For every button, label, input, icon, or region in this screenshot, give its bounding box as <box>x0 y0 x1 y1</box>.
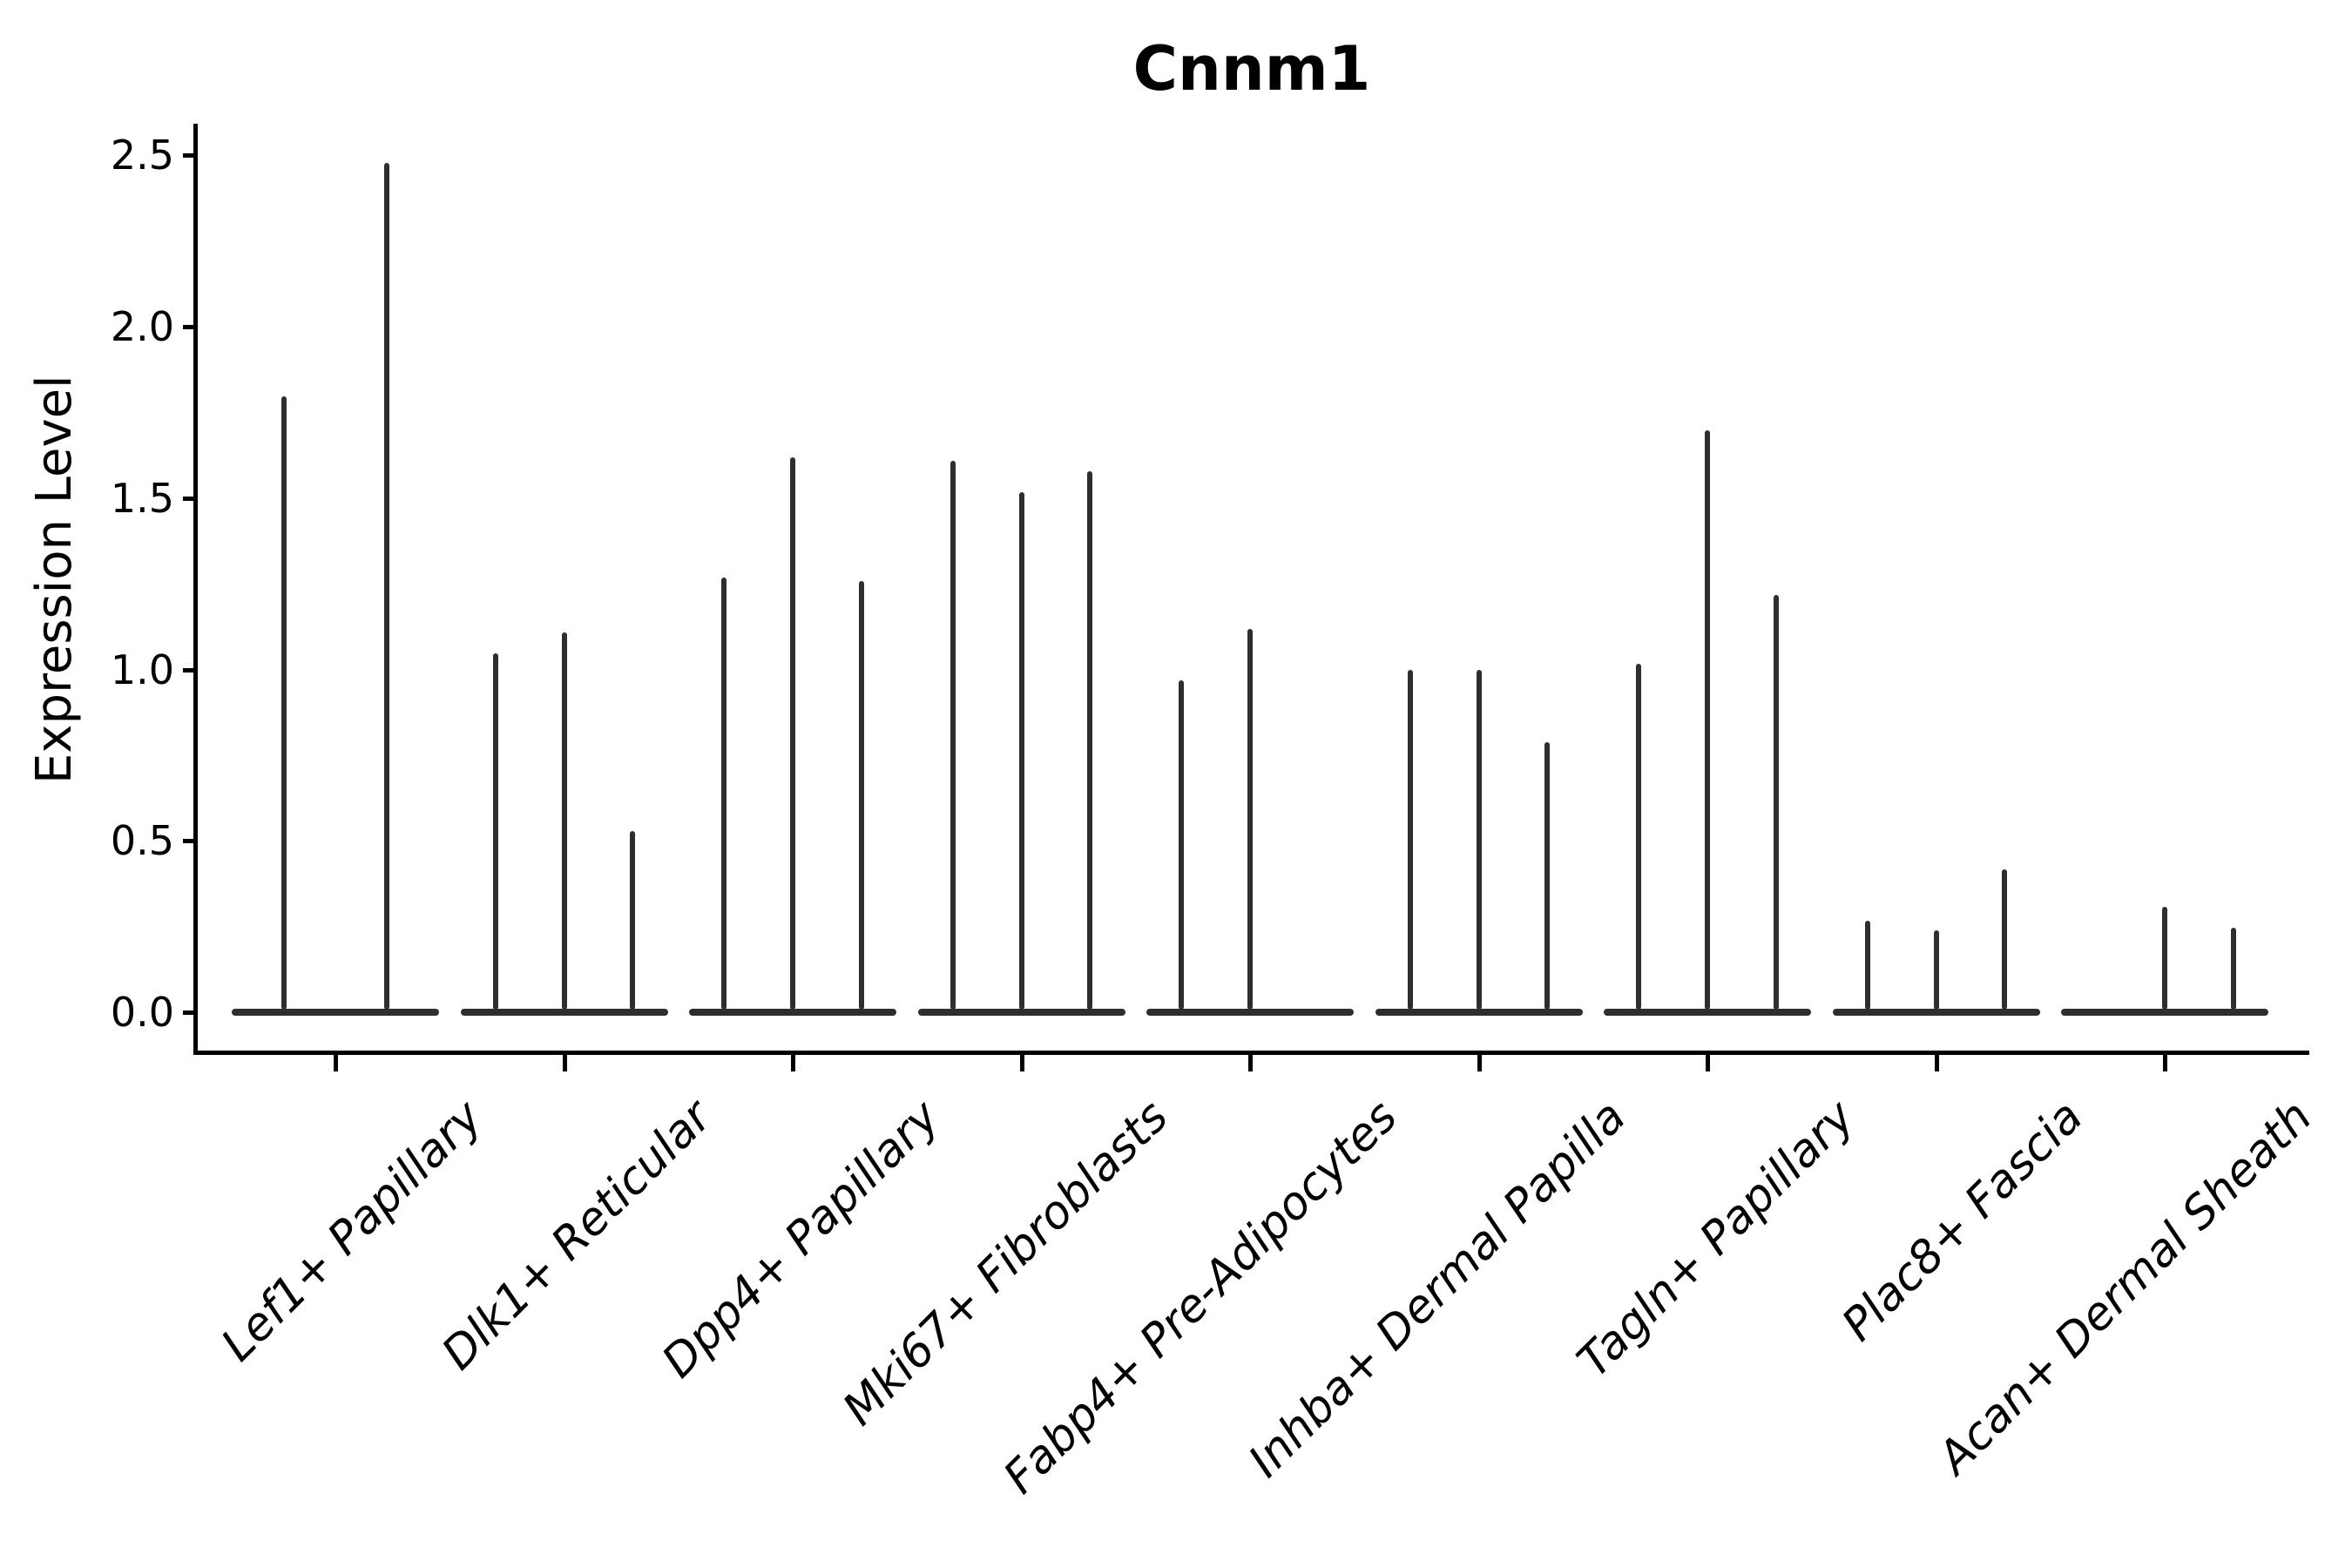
violin-spike <box>1476 670 1482 1010</box>
violin-spike <box>384 163 390 1010</box>
x-axis-tick <box>2163 1055 2167 1071</box>
violin-spike <box>1705 429 1710 1010</box>
y-tick-label: 2.5 <box>110 132 174 179</box>
x-axis-tick <box>334 1055 338 1071</box>
y-axis-tick <box>183 839 193 844</box>
violin-base <box>232 1009 439 1016</box>
violin-spike <box>1018 491 1024 1010</box>
violin-spike <box>2230 927 2236 1010</box>
violin-spike <box>1636 663 1642 1010</box>
y-tick-label: 2.0 <box>110 303 174 350</box>
x-axis-tick <box>791 1055 795 1071</box>
violin-spike <box>2002 868 2008 1010</box>
violin-spike <box>1773 594 1779 1010</box>
violin-spike <box>280 395 287 1010</box>
violin-base <box>1604 1009 1811 1016</box>
violin-spike <box>1247 629 1253 1010</box>
violin-base <box>1375 1009 1583 1016</box>
violin-spike <box>1407 670 1413 1010</box>
violin-spike <box>2162 906 2167 1010</box>
y-axis-tick <box>183 325 193 329</box>
y-axis-tick <box>183 667 193 672</box>
violin-spike <box>950 461 956 1010</box>
y-axis-spine <box>193 124 198 1055</box>
violin-spike <box>1087 471 1093 1010</box>
violin-base <box>2061 1009 2268 1016</box>
violin-spike <box>721 578 727 1010</box>
x-axis-tick <box>562 1055 567 1071</box>
violin-spike <box>1179 680 1185 1010</box>
violin-spike <box>1864 920 1870 1010</box>
violin-base <box>689 1009 896 1016</box>
violin-base <box>1146 1009 1354 1016</box>
violin-spike <box>630 831 636 1010</box>
y-tick-label: 0.5 <box>110 817 174 865</box>
violin-spike <box>1933 930 1939 1010</box>
x-axis-tick <box>1934 1055 1939 1071</box>
x-tick-label: Inhba+ Dermal Papilla <box>1239 1091 1636 1488</box>
x-axis-tick <box>1248 1055 1253 1071</box>
violin-spike <box>858 581 864 1010</box>
y-tick-label: 1.0 <box>110 645 174 693</box>
y-axis-label: Expression Level <box>26 375 83 784</box>
y-axis-tick <box>183 1010 193 1015</box>
x-axis-tick <box>1019 1055 1024 1071</box>
y-tick-label: 0.0 <box>110 989 174 1036</box>
chart-title: Cnnm1 <box>1132 33 1371 105</box>
x-tick-label: Fabp4+ Pre-Adipocytes <box>993 1091 1408 1504</box>
y-axis-tick <box>183 496 193 501</box>
x-axis-spine <box>193 1051 2309 1055</box>
y-tick-label: 1.5 <box>110 474 174 522</box>
violin-spike <box>790 457 795 1010</box>
x-tick-label: Plac8+ Fascia <box>1832 1091 2093 1352</box>
x-axis-tick <box>1706 1055 1710 1071</box>
y-axis-tick <box>183 153 193 159</box>
violin-spike <box>1544 742 1551 1010</box>
violin-base <box>1832 1009 2040 1016</box>
violin-base <box>917 1009 1125 1016</box>
x-axis-tick <box>1477 1055 1482 1071</box>
violin-spike <box>561 632 567 1010</box>
violin-base <box>460 1009 668 1016</box>
x-tick-label: Acan+ Dermal Sheath <box>1928 1091 2322 1484</box>
violin-spike <box>492 652 498 1010</box>
